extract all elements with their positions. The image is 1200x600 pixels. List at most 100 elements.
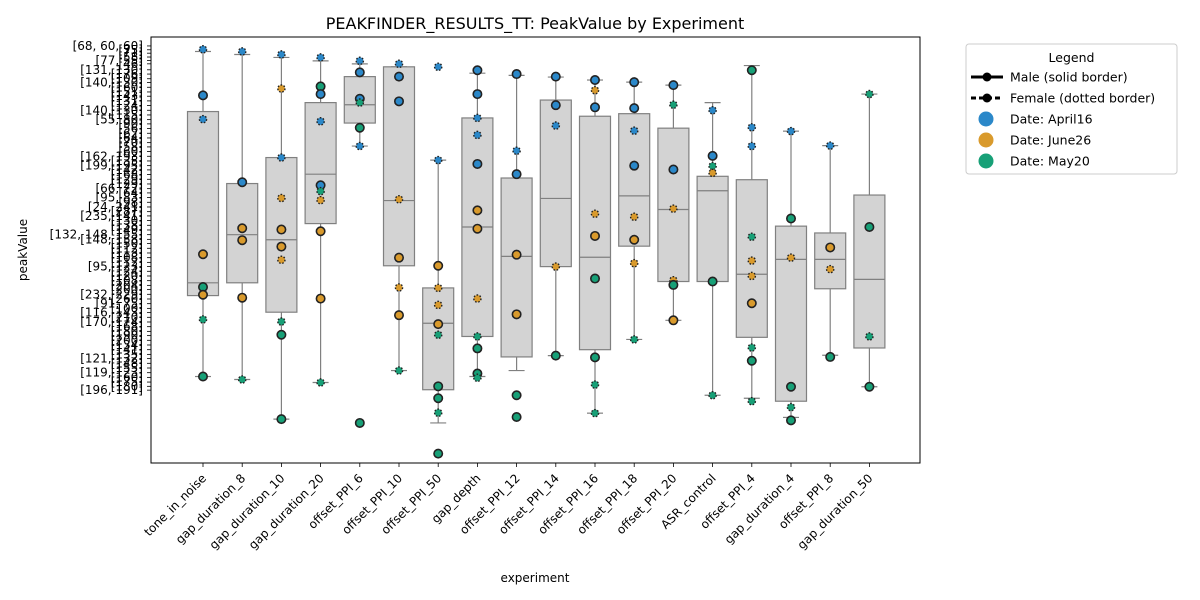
data-point-male [550, 350, 561, 361]
y-tick-label: [210] [111, 310, 143, 324]
data-point-female [669, 100, 678, 110]
data-point-male [668, 279, 679, 290]
y-tick-label: [64] [118, 186, 143, 200]
data-point-female [629, 212, 639, 222]
data-point-male [315, 293, 326, 304]
data-point-female [198, 45, 208, 54]
y-tick-label: [168] [111, 320, 143, 334]
y-tick-label: [95, 83] [95, 191, 143, 205]
data-point-male [785, 381, 796, 392]
y-axis-title: peakValue [16, 219, 30, 281]
y-tick-label: [71] [118, 46, 143, 60]
legend: Legend Male (solid border) Female (dotted … [965, 43, 1178, 175]
y-tick-label: [190] [111, 329, 143, 343]
data-point-male [511, 390, 522, 401]
y-tick-label: [121, 132] [80, 352, 143, 366]
y-tick-label: [98] [118, 195, 143, 209]
data-point-male [511, 249, 522, 260]
data-point-female [747, 256, 757, 265]
y-tick-label: [46] [118, 57, 143, 71]
data-point-male [589, 102, 600, 113]
y-tick-label: [129] [111, 177, 143, 191]
data-point-female [433, 408, 443, 418]
plot-frame [150, 36, 921, 464]
legend-marker [982, 93, 992, 103]
data-point-female [433, 283, 443, 293]
data-point-female [629, 126, 639, 136]
data-point-female [590, 408, 600, 418]
data-point-male [629, 160, 640, 171]
data-point-female [277, 255, 286, 265]
data-point-female [316, 53, 325, 62]
y-tick-label: [141] [111, 343, 143, 357]
x-tick-label: gap_duration_8 [173, 471, 248, 546]
data-point-female [316, 378, 325, 387]
data-point-male [393, 252, 404, 263]
y-tick-label: [140, 130] [80, 103, 143, 117]
box-iqr [853, 194, 886, 349]
data-point-male [276, 414, 287, 425]
legend-marker [982, 72, 992, 82]
legend-title: Legend [1049, 50, 1095, 65]
data-point-female [747, 271, 757, 281]
y-tick-label: [196, 191] [80, 383, 143, 397]
data-point-female [277, 193, 286, 203]
y-tick-label: [150] [111, 237, 143, 251]
y-tick-label: [130] [111, 214, 143, 228]
y-tick-label: [55, 80] [95, 113, 143, 127]
data-point-female [355, 98, 365, 107]
y-tick-label: [260] [111, 292, 143, 306]
data-point-male [550, 100, 561, 111]
y-tick-label: [180] [111, 324, 143, 338]
y-tick-label: [142] [111, 163, 143, 177]
points-offset_PPI_18 [629, 77, 640, 344]
box-offset_PPI_12 [500, 74, 533, 372]
data-point-female [355, 141, 365, 151]
y-tick-label: [90] [118, 117, 143, 131]
points-offset_PPI_6 [354, 56, 365, 428]
data-point-female [355, 56, 365, 66]
y-tick-label: [176] [111, 67, 143, 81]
legend-label: Date: June26 [1010, 133, 1091, 148]
points-offset_PPI_10 [393, 59, 404, 375]
y-tick-label: [108] [111, 251, 143, 265]
data-point-male [746, 65, 757, 76]
data-point-female [865, 89, 874, 99]
data-point-female [473, 332, 482, 341]
y-tick-label: [112] [111, 255, 143, 269]
data-point-male [550, 71, 561, 82]
data-point-female [708, 105, 717, 115]
data-point-female [865, 332, 874, 341]
chart-title: PEAKFINDER_RESULTS_TT: PeakValue by Expe… [326, 14, 745, 34]
y-tick-label: [168] [111, 168, 143, 182]
data-point-male [472, 343, 483, 354]
data-point-female [551, 262, 561, 271]
data-point-female [825, 141, 835, 150]
data-point-female [825, 264, 835, 274]
y-tick-label: [100] [111, 301, 143, 315]
points-offset_PPI_8 [825, 141, 836, 362]
points-gap_duration_20 [315, 53, 326, 387]
box-tone_in_noise [186, 50, 220, 378]
data-point-female [433, 330, 443, 340]
box-iqr [618, 113, 651, 247]
data-point-female [433, 155, 443, 165]
data-point-female [316, 117, 325, 126]
data-point-female [708, 168, 717, 178]
y-tick-label: [64] [118, 131, 143, 145]
data-point-male [433, 393, 444, 404]
box-offset_PPI_8 [814, 145, 847, 356]
data-point-female [747, 123, 757, 132]
data-point-female [433, 62, 443, 72]
data-point-female [473, 130, 482, 140]
data-point-female [551, 121, 561, 130]
box-offset_PPI_16 [578, 79, 612, 414]
y-tick-label: [160] [111, 370, 143, 384]
y-axis: [68, 60, 60][75][71][58][77, 55][46][131… [50, 39, 151, 397]
legend-item: Date: April16 [978, 111, 1093, 127]
data-point-male [354, 122, 365, 133]
y-tick-label: [138] [111, 218, 143, 232]
x-tick-label: gap_duration_4 [722, 471, 797, 546]
data-point-female [394, 366, 404, 375]
y-tick-label: [70] [118, 136, 143, 150]
